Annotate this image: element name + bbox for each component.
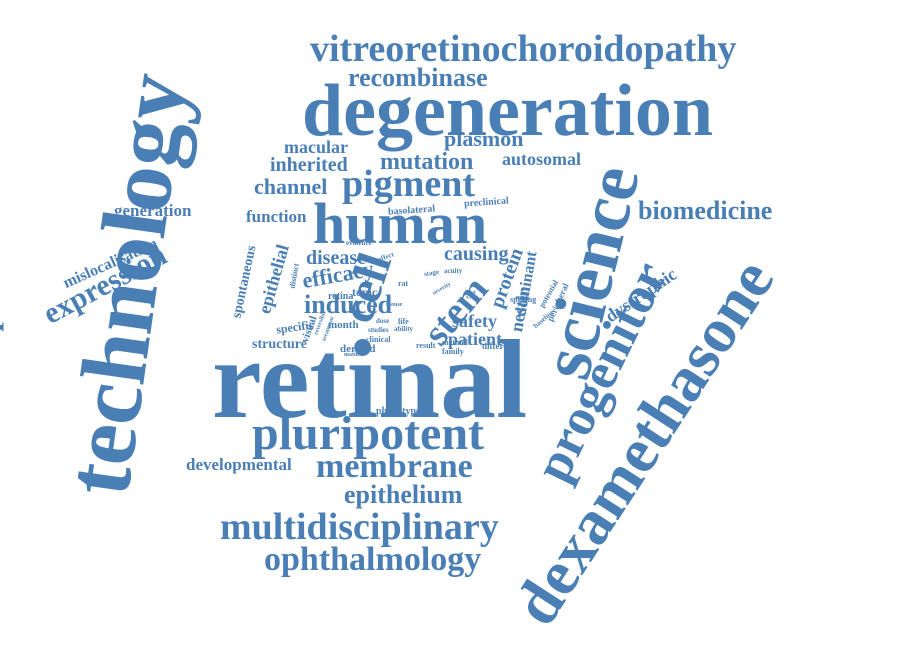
word-membrane: membrane (316, 448, 473, 485)
word-retinal: retinal (212, 318, 528, 442)
word-mature: mature (344, 352, 363, 358)
word-rat: rat (398, 279, 409, 288)
word-safety: safety (452, 311, 497, 331)
word-patient: patient (448, 329, 502, 349)
word-pluripotent: pluripotent (252, 407, 485, 460)
word-splicing: splicing (510, 295, 537, 304)
word-different: different (482, 341, 516, 351)
word-result: result (416, 341, 436, 350)
word-recombinase: recombinase (348, 63, 488, 92)
word-epithelial: epithelial (254, 242, 293, 316)
word-phenotype: phenotype (376, 406, 421, 417)
word-family: family (442, 347, 464, 356)
word-human: human (313, 191, 488, 256)
word-evidence: evidence (346, 239, 372, 247)
word-retina: retina (328, 291, 354, 302)
word-clinical: clinical (366, 335, 391, 344)
word-degeneration: degeneration (302, 70, 714, 152)
word-mutation: mutation (380, 149, 474, 175)
word-ability: ability (394, 325, 414, 333)
word-causing: causing (444, 243, 509, 265)
word-preclinical: preclinical (463, 195, 510, 210)
word-function: function (246, 207, 307, 226)
word-topic: topic (352, 285, 378, 299)
word-pigment: pigment (342, 163, 475, 205)
word-generation: generation (114, 201, 192, 220)
word-structure: structure (252, 337, 307, 352)
word-induced: induced (304, 290, 393, 319)
word-inherited: inherited (270, 154, 348, 176)
word-autosomal: autosomal (502, 149, 582, 169)
word-month: month (328, 319, 359, 331)
word-epithelium: epithelium (344, 480, 463, 509)
word-life: life (398, 317, 409, 326)
word-mouse: mouse (386, 302, 403, 308)
word-multidisciplinary: multidisciplinary (220, 506, 499, 548)
word-developmental: developmental (186, 455, 292, 474)
word-acuity: acuity (444, 267, 463, 275)
word-vitreoretinochoroidopathy: vitreoretinochoroidopathy (310, 28, 737, 70)
word-biomedicine: biomedicine (638, 196, 773, 225)
word-disease: disease (306, 247, 366, 269)
word-studies: studies (368, 326, 389, 334)
word-dose: dose (376, 317, 390, 325)
word-macular: macular (284, 137, 348, 157)
word-stage: stage (423, 267, 440, 279)
word-transplantation: transplantation (0, 182, 5, 408)
word-distinct: distinct (287, 262, 301, 290)
word-derived: derived (340, 343, 376, 355)
word-plasmon: plasmon (444, 126, 524, 151)
word-ophthalmology: ophthalmology (264, 541, 482, 578)
word-channel: channel (254, 174, 328, 199)
word-method: method (442, 338, 468, 347)
